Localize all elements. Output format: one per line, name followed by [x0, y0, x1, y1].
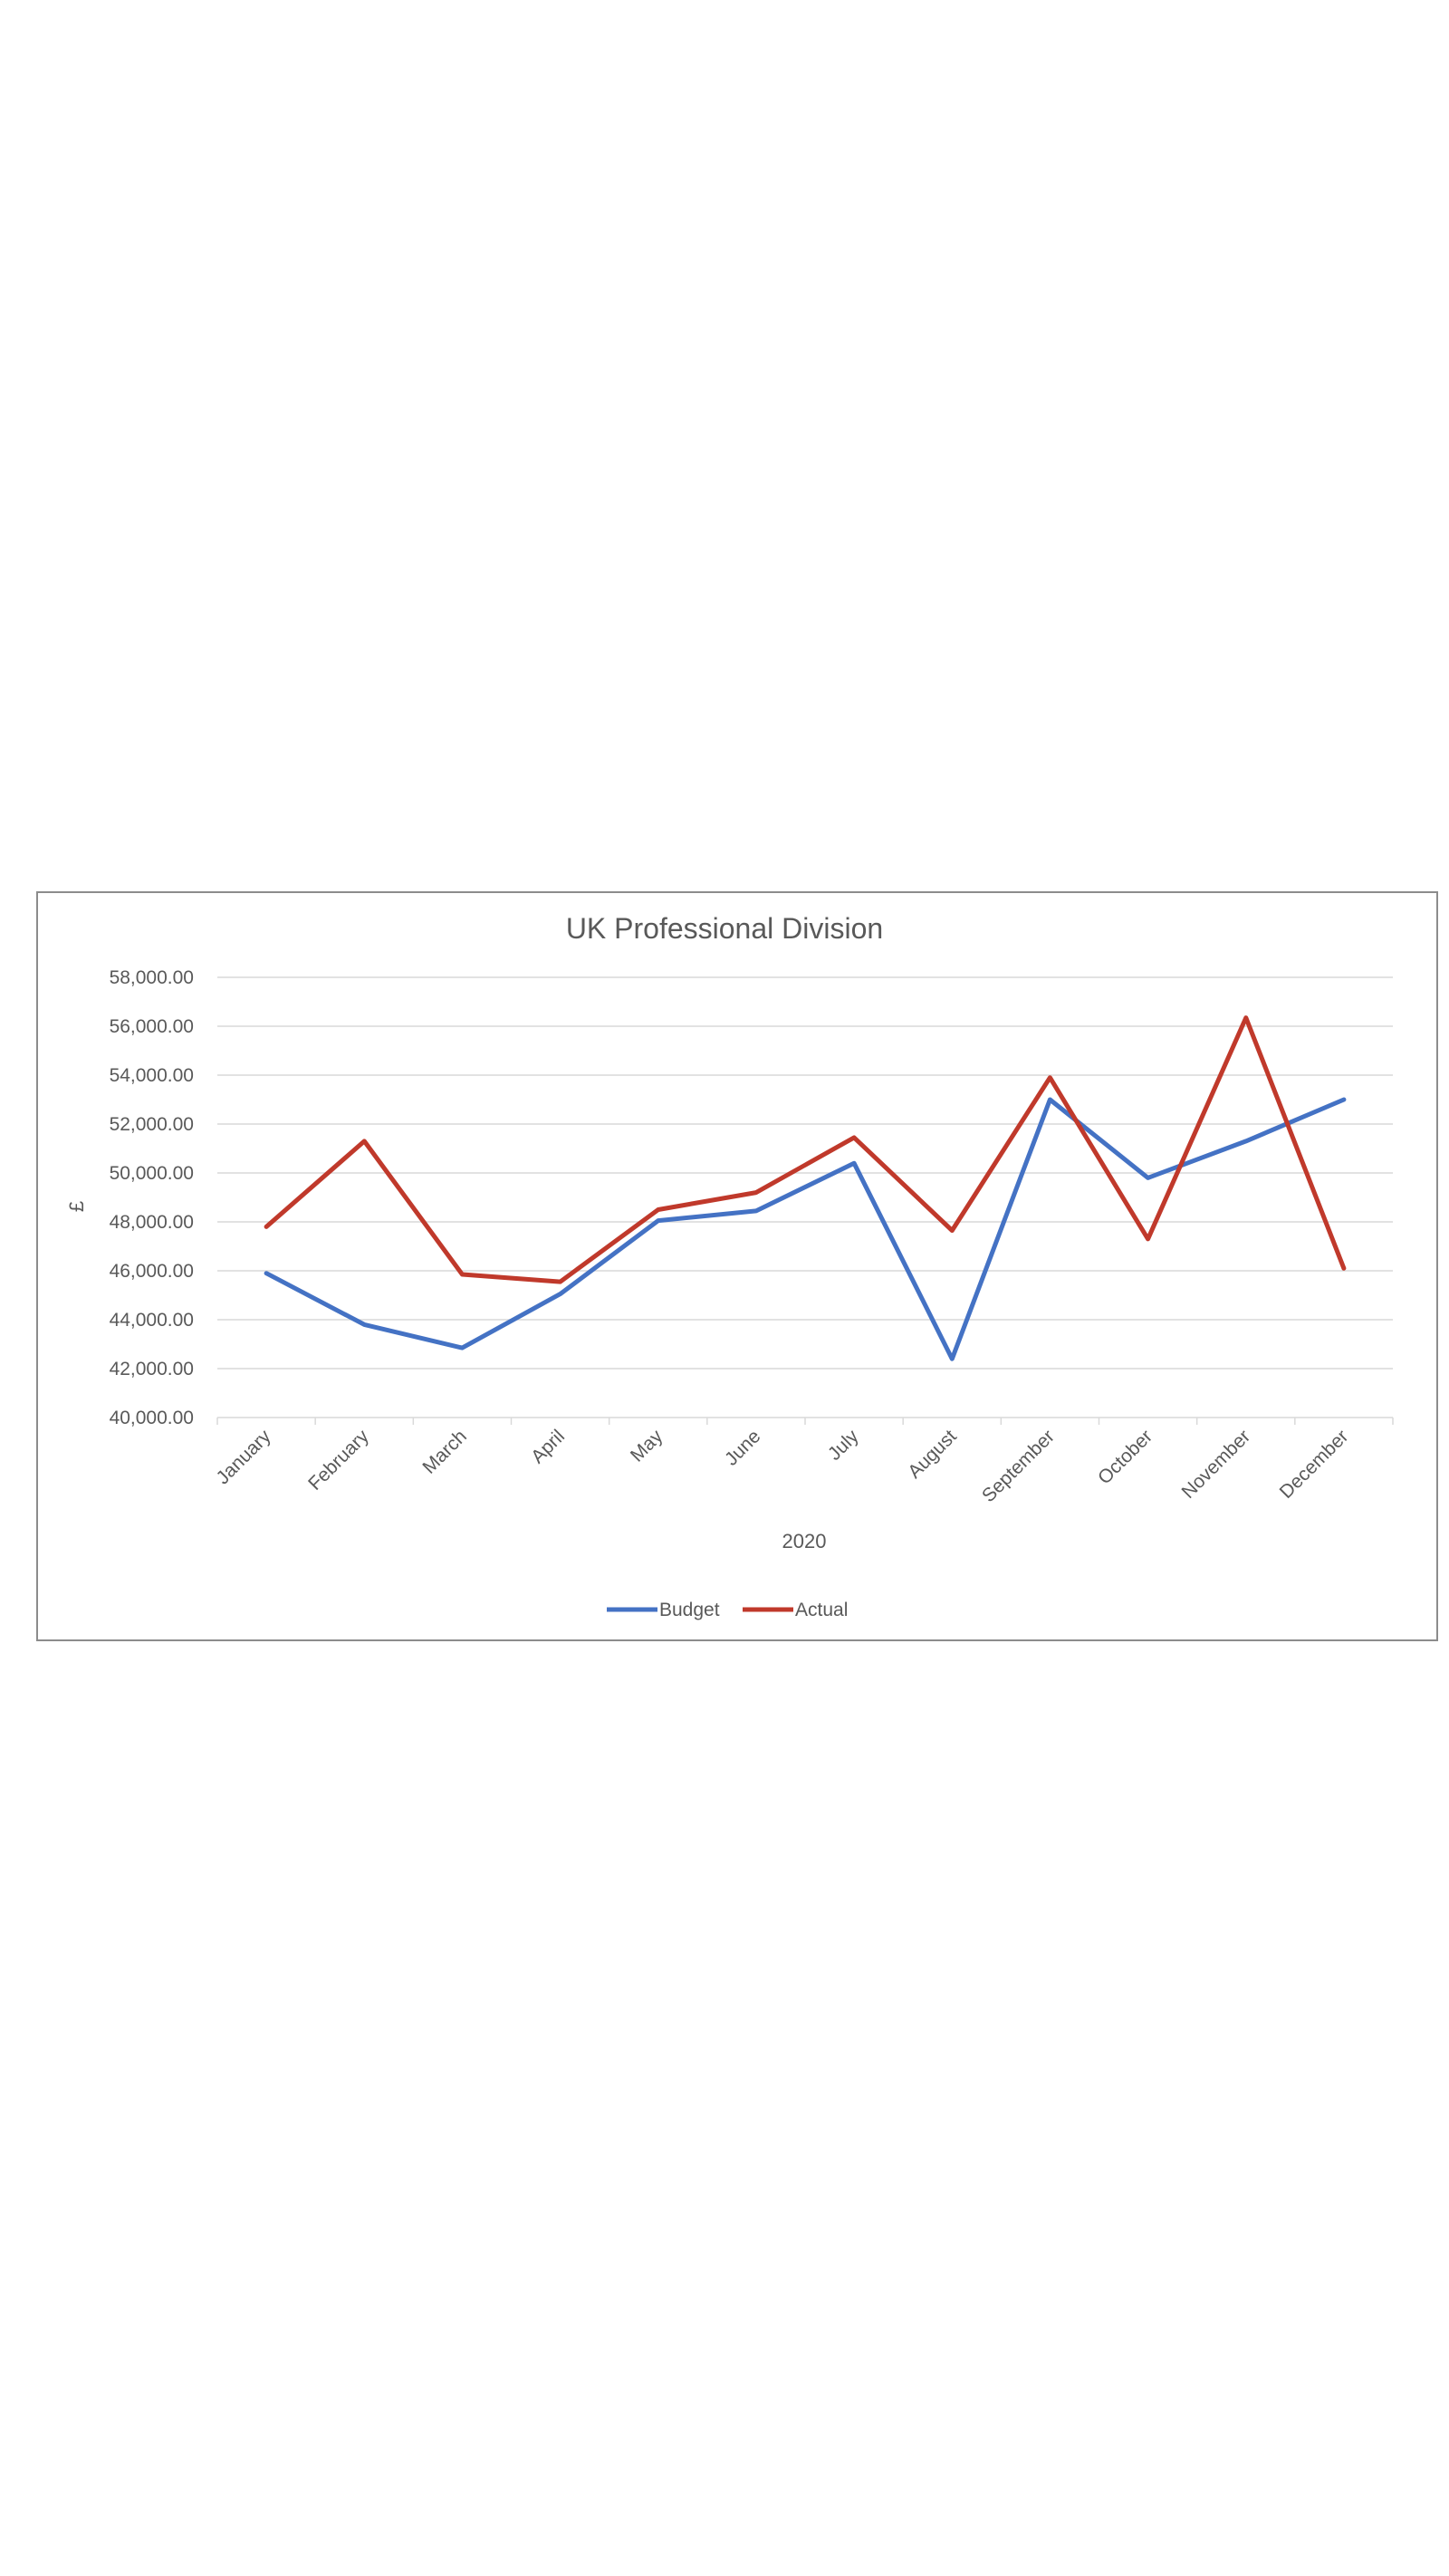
- chart-title: UK Professional Division: [566, 912, 883, 945]
- x-tick-label: August: [904, 1426, 961, 1483]
- x-tick-label: October: [1094, 1426, 1156, 1488]
- series-line-budget: [264, 1097, 1347, 1361]
- y-tick-label: 44,000.00: [110, 1310, 194, 1331]
- x-tick-label: June: [721, 1426, 764, 1469]
- gridlines: [216, 976, 1394, 1425]
- x-tick-label: April: [527, 1426, 569, 1467]
- legend: Budget Actual: [607, 1600, 848, 1620]
- y-tick-label: 58,000.00: [110, 967, 194, 988]
- x-tick-label: March: [418, 1426, 471, 1478]
- line-chart: 40,000.00 42,000.00 44,000.00 46,000.00 48,0…: [65, 912, 1394, 1620]
- x-tick-label: September: [978, 1426, 1059, 1506]
- x-tick-label: December: [1276, 1426, 1353, 1503]
- y-axis-ticks: 40,000.00 42,000.00 44,000.00 46,000.00 48,0…: [110, 967, 194, 1428]
- x-tick-label: May: [627, 1426, 667, 1466]
- y-tick-label: 50,000.00: [110, 1163, 194, 1184]
- legend-label: Actual: [795, 1600, 848, 1620]
- y-tick-label: 52,000.00: [110, 1114, 194, 1135]
- y-tick-label: 48,000.00: [110, 1212, 194, 1233]
- y-tick-label: 54,000.00: [110, 1065, 194, 1086]
- x-tick-label: July: [824, 1426, 863, 1465]
- legend-label: Budget: [659, 1600, 720, 1620]
- y-tick-label: 42,000.00: [110, 1359, 194, 1379]
- y-tick-label: 40,000.00: [110, 1408, 194, 1428]
- x-axis-ticks: January February March April May June July Augu…: [213, 1426, 1353, 1506]
- x-tick-label: January: [213, 1426, 275, 1488]
- x-tick-label: November: [1178, 1426, 1255, 1503]
- x-tick-label: February: [304, 1426, 373, 1495]
- y-tick-label: 56,000.00: [110, 1016, 194, 1037]
- y-tick-label: 46,000.00: [110, 1261, 194, 1282]
- chart-frame: 40,000.00 42,000.00 44,000.00 46,000.00 48,0…: [36, 891, 1438, 1641]
- y-axis-label: £: [65, 1201, 88, 1212]
- x-axis-label: 2020: [782, 1530, 827, 1552]
- series-lines: [264, 1015, 1347, 1361]
- series-line-actual: [264, 1015, 1347, 1284]
